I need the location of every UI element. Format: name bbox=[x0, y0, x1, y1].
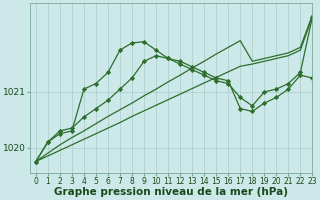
X-axis label: Graphe pression niveau de la mer (hPa): Graphe pression niveau de la mer (hPa) bbox=[54, 187, 288, 197]
